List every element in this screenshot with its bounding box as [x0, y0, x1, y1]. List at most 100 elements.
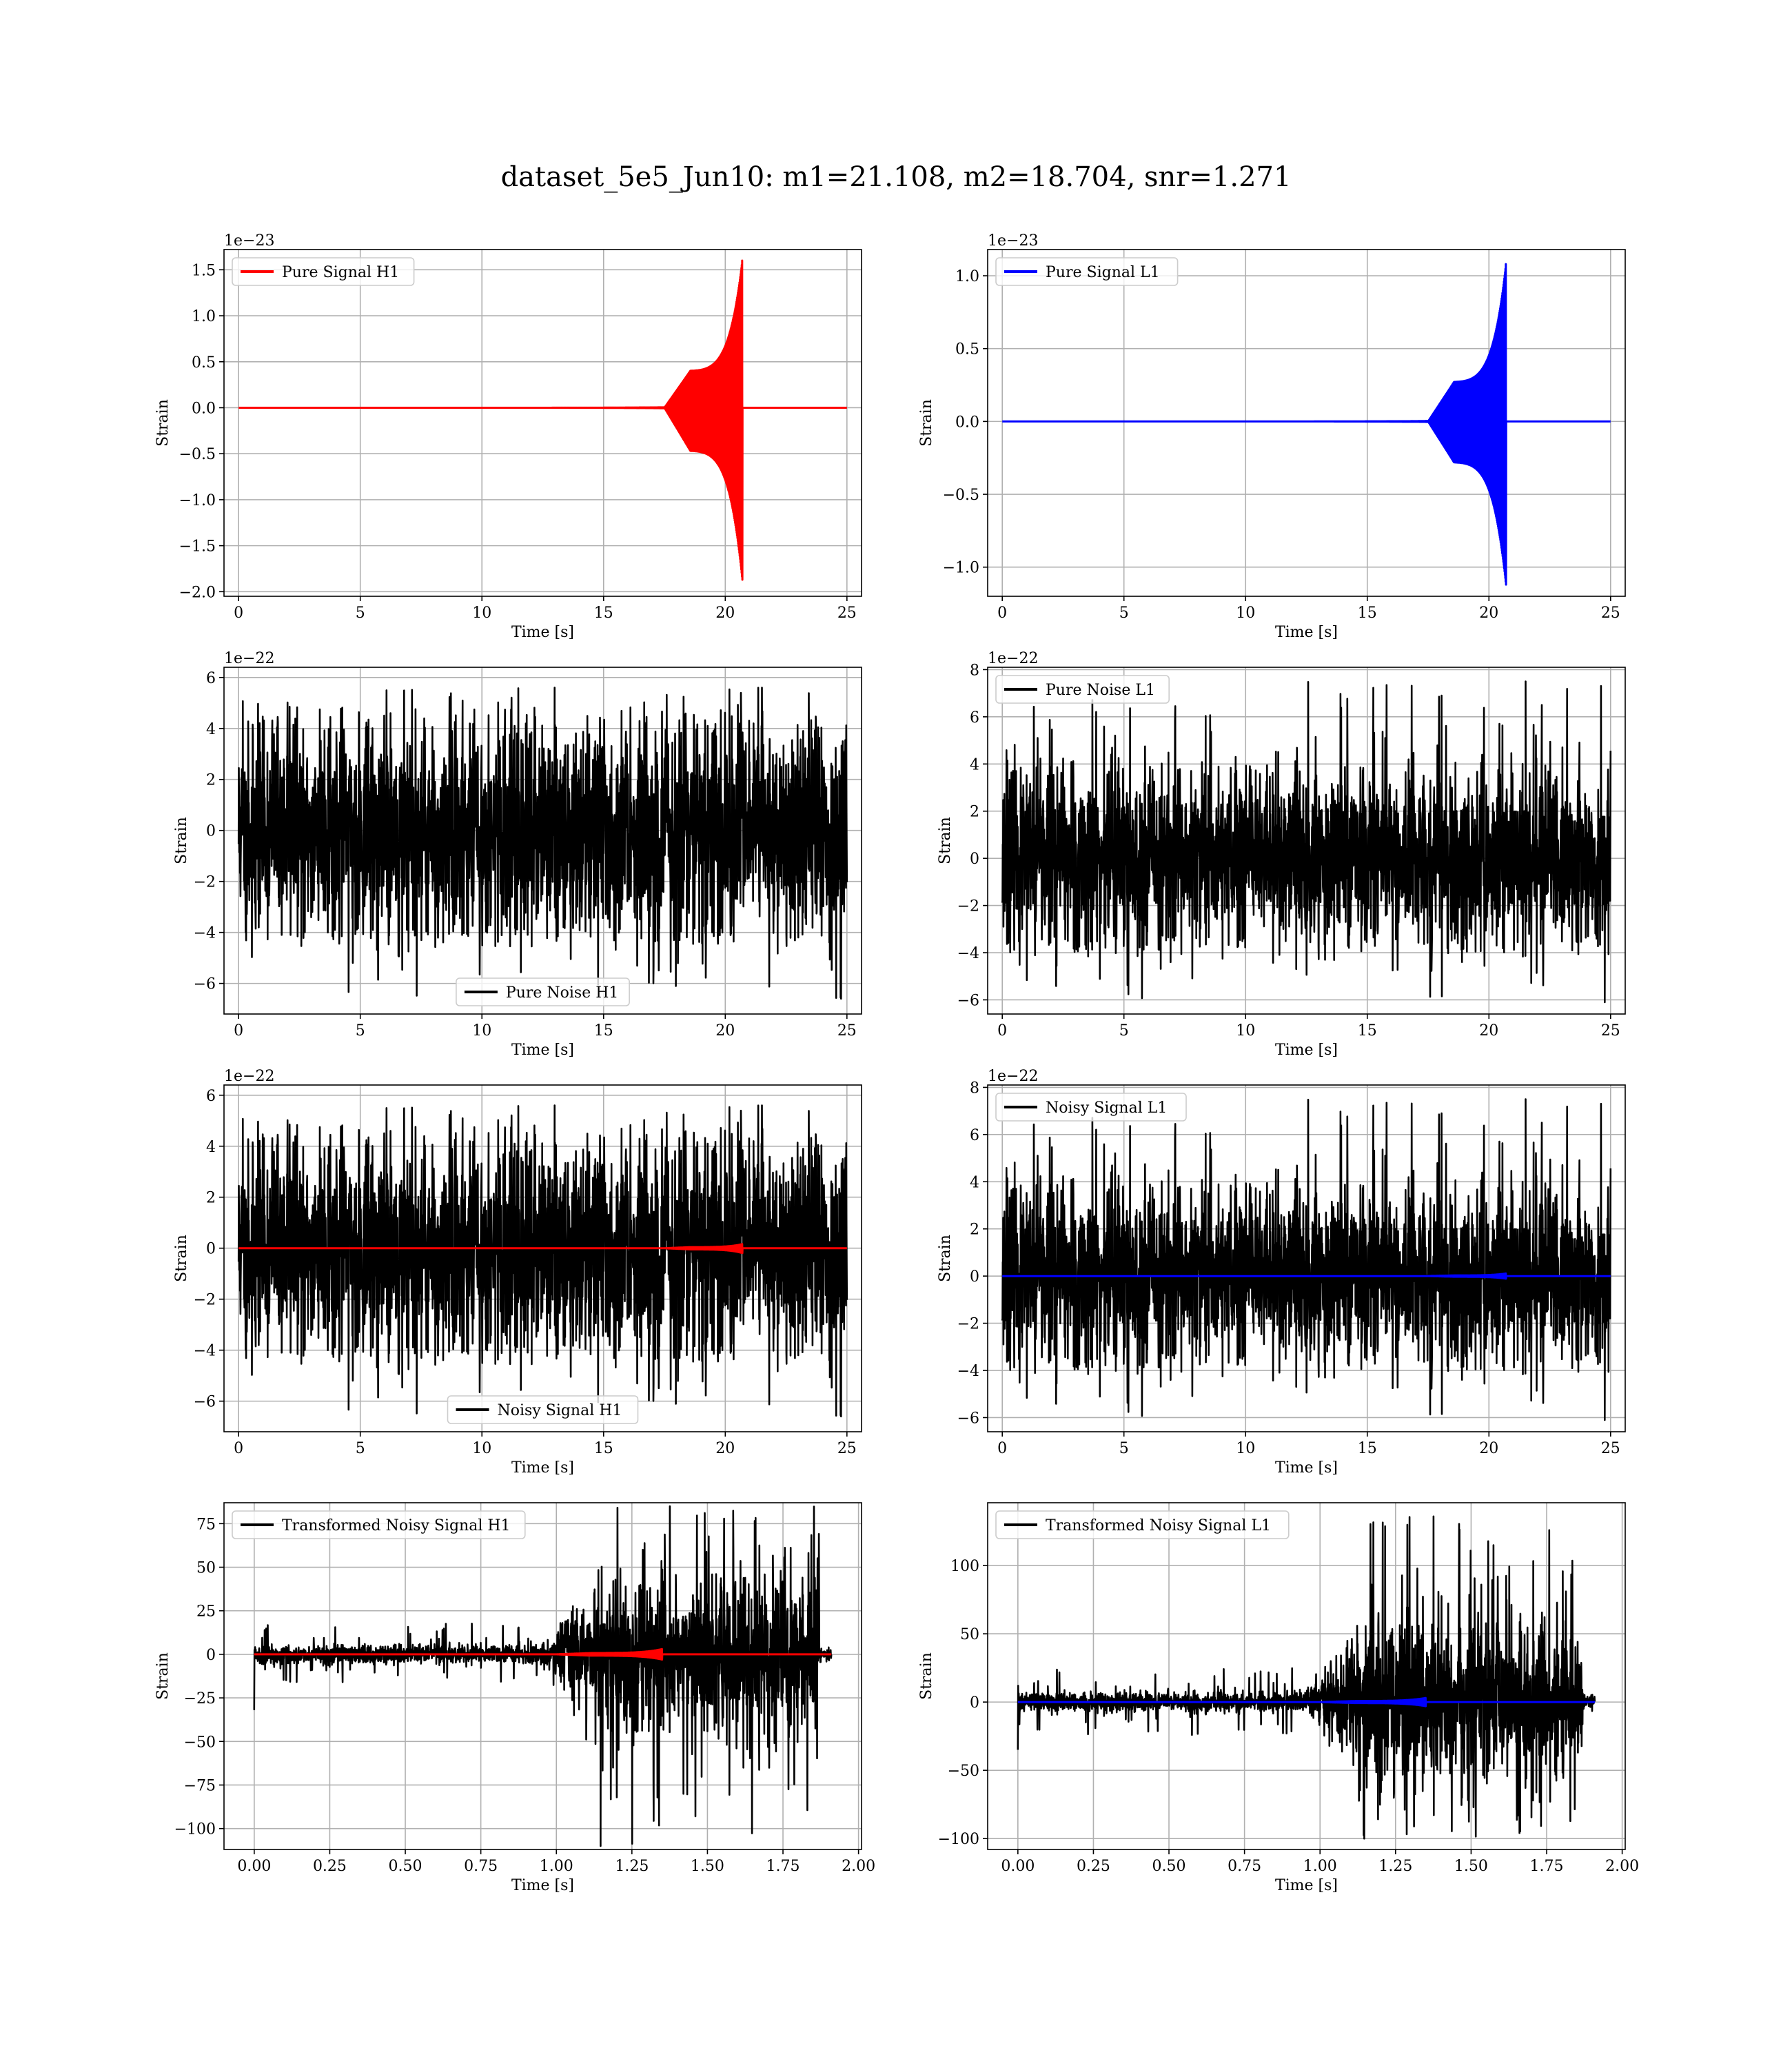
x-tick-label: 0.00 [237, 1858, 271, 1875]
x-tick-label: 15 [594, 1022, 613, 1040]
panel-pure-signal-h1: 0 5 10 15 20 25 −2.0 −1.5 −1.0 −0.5 0.0 0.5 1.0 1.5 Ti… [154, 232, 862, 641]
x-tick-label: 10 [1236, 1022, 1255, 1040]
x-tick-label: 1.25 [615, 1858, 649, 1875]
x-tick-label: 20 [715, 1022, 735, 1040]
x-tick-label: 0 [997, 605, 1007, 622]
y-tick-label: 50 [960, 1626, 979, 1643]
series-line-pure-signal-h1 [238, 259, 848, 581]
y-tick-label: 1.0 [955, 268, 979, 285]
x-tick-label: 0 [234, 1440, 243, 1457]
legend-box [995, 1093, 1187, 1122]
y-tick-label: −2 [957, 1316, 979, 1333]
series-group [237, 687, 848, 1000]
y-tick-label: 0.0 [955, 414, 979, 431]
panel-pure-noise-l1: 0 5 10 15 20 25 −6 −4 −2 0 2 4 6 8 Time [s] Strain 1e−22… [937, 650, 1626, 1059]
x-tick-label: 25 [1601, 605, 1620, 622]
y-tick-label: −2 [194, 1292, 216, 1309]
x-tick-label: 5 [1119, 1022, 1129, 1040]
x-tick-label: 2.00 [1605, 1858, 1639, 1875]
y-axis-label: Strain [173, 817, 190, 864]
x-tick-label: 20 [715, 605, 735, 622]
y-tick-label: 8 [970, 1079, 979, 1097]
y-tick-label: 4 [206, 721, 216, 738]
y-tick-label: −100 [174, 1821, 216, 1838]
y-tick-label: 6 [206, 1088, 216, 1105]
legend: Transformed Noisy Signal H1 [232, 1510, 526, 1539]
x-tick-label: 1.75 [1530, 1858, 1564, 1875]
x-tick-label: 0 [234, 1022, 243, 1040]
x-axis-label: Time [s] [1275, 624, 1338, 641]
y-exponent-label: 1e−23 [224, 232, 274, 250]
y-exponent-label: 1e−23 [988, 232, 1038, 250]
x-tick-label: 20 [1479, 1440, 1498, 1457]
legend-box [447, 1395, 639, 1424]
y-axis-label: Strain [173, 1235, 190, 1282]
y-tick-label: −6 [957, 1410, 979, 1427]
x-tick-label: 25 [837, 1022, 857, 1040]
y-tick-label: −4 [194, 1343, 216, 1360]
panels: 0 5 10 15 20 25−2.0−1.5−1.0−0.50.00.51.01.5Ti… [154, 232, 1639, 1894]
figure-title: dataset_5e5_Jun10: m1=21.108, m2=18.704,… [501, 161, 1292, 193]
series-line-pure-signal-l1 [1001, 263, 1611, 586]
x-tick-label: 0 [997, 1022, 1007, 1040]
y-exponent-label: 1e−22 [224, 650, 274, 667]
y-tick-label: 2 [970, 804, 979, 821]
x-tick-label: 15 [1358, 1022, 1377, 1040]
y-tick-label: −4 [194, 925, 216, 942]
legend-label: Noisy Signal H1 [498, 1402, 622, 1419]
plot-frame [987, 1502, 1626, 1850]
y-tick-label: −2.0 [179, 584, 216, 601]
x-axis-label: Time [s] [511, 1042, 574, 1059]
series-group [237, 1104, 848, 1418]
series-group [253, 1505, 833, 1847]
series-group [1017, 1515, 1596, 1840]
x-tick-label: 25 [1601, 1440, 1620, 1457]
x-axis-label: Time [s] [511, 1877, 574, 1894]
panel-transformed-noisy-signal-l1: 0.00 0.25 0.50 0.75 1.00 1.25 1.50 1.75 2.00 −100… [918, 1502, 1639, 1894]
legend: Transformed Noisy Signal L1 [995, 1510, 1290, 1539]
x-tick-label: 0.25 [1077, 1858, 1110, 1875]
y-tick-label: 1.0 [192, 308, 216, 325]
x-tick-label: 25 [837, 605, 857, 622]
x-tick-label: 5 [356, 1440, 365, 1457]
y-axis-label: Strain [918, 1652, 935, 1700]
y-tick-label: −4 [957, 945, 979, 962]
panel-transformed-noisy-signal-h1: 0.00 0.25 0.50 0.75 1.00 1.25 1.50 1.75 2.00 −100… [154, 1502, 875, 1894]
legend-box [995, 1510, 1290, 1539]
x-tick-label: 5 [356, 1022, 365, 1040]
y-tick-label: 2 [206, 1190, 216, 1207]
series-group [1001, 263, 1611, 586]
y-tick-label: 0 [970, 1694, 979, 1712]
y-axis-label: Strain [937, 1235, 954, 1282]
plot-frame [987, 249, 1626, 597]
plot-frame [987, 667, 1626, 1015]
y-tick-label: 4 [206, 1139, 216, 1156]
y-tick-label: 8 [970, 662, 979, 679]
x-tick-label: 10 [472, 605, 491, 622]
x-tick-label: 0.75 [464, 1858, 498, 1875]
x-tick-label: 0.00 [1001, 1858, 1035, 1875]
legend: Pure Signal L1 [995, 257, 1179, 286]
y-axis-label: Strain [154, 399, 172, 447]
y-tick-label: 6 [970, 1127, 979, 1144]
x-tick-label: 20 [1479, 1022, 1498, 1040]
legend-label: Pure Signal L1 [1046, 264, 1160, 281]
y-axis-label: Strain [154, 1652, 172, 1700]
y-tick-label: −2 [957, 898, 979, 915]
plot-frame [223, 1502, 862, 1850]
y-axis-label: Strain [937, 817, 954, 864]
x-tick-label: 1.00 [540, 1858, 573, 1875]
y-tick-label: 50 [196, 1560, 216, 1577]
y-exponent-label: 1e−22 [224, 1068, 274, 1085]
x-tick-label: 5 [1119, 605, 1129, 622]
y-tick-label: 25 [196, 1603, 216, 1621]
x-tick-label: 2.00 [842, 1858, 875, 1875]
x-tick-label: 15 [1358, 605, 1377, 622]
y-tick-label: −6 [957, 992, 979, 1009]
y-tick-label: −6 [194, 976, 216, 993]
x-tick-label: 0.75 [1228, 1858, 1261, 1875]
panel-noisy-signal-h1: 0 5 10 15 20 25 −6 −4 −2 0 2 4 6 Time [s] Strain 1e−22 N… [173, 1068, 862, 1477]
x-axis-label: Time [s] [1275, 1877, 1338, 1894]
